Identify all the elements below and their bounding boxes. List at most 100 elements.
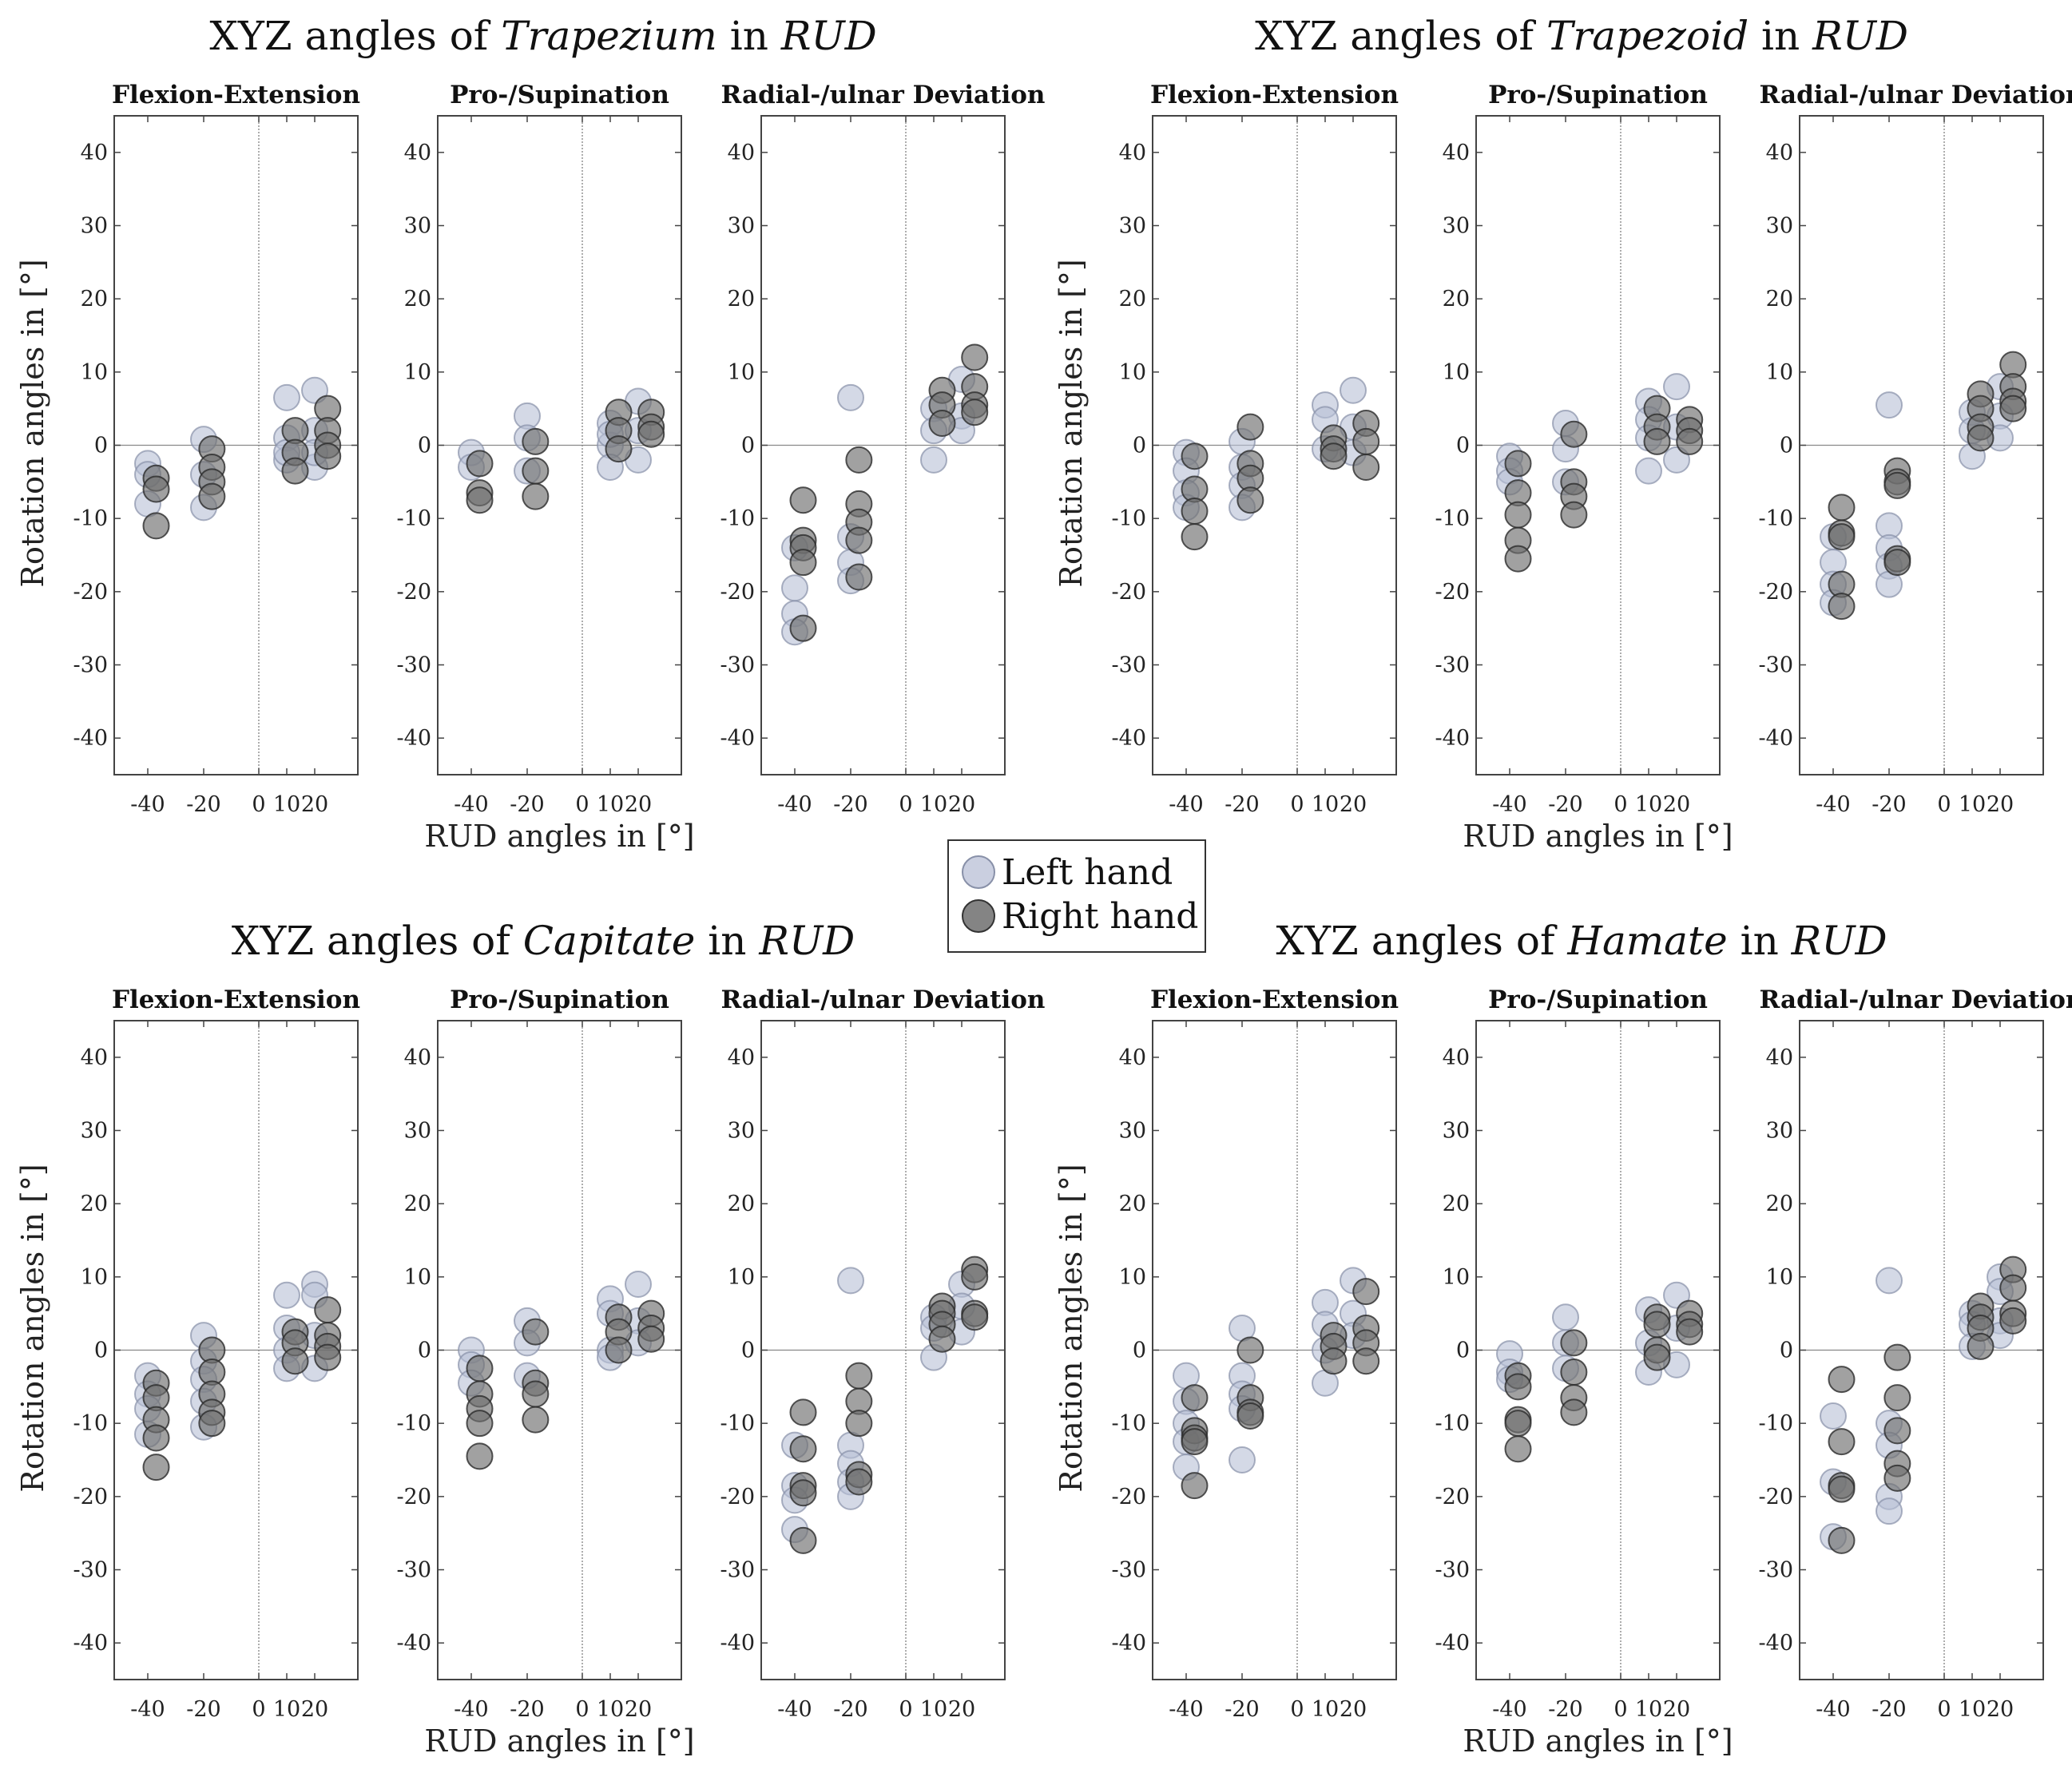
- x-tick-label: -40: [1816, 1697, 1850, 1722]
- x-tick-label: -40: [1169, 1697, 1203, 1722]
- y-tick-label: -20: [720, 1485, 755, 1509]
- x-tick-label: 20: [1340, 792, 1367, 817]
- y-tick-label: 30: [404, 1119, 431, 1144]
- right-hand-point: [1181, 1472, 1209, 1500]
- y-tick-label: -10: [1759, 506, 1793, 531]
- y-tick-label: 10: [404, 1265, 431, 1290]
- y-tick-label: -10: [720, 506, 755, 531]
- chart-title-trapezoid: XYZ angles of Trapezoid in RUD: [1255, 13, 1908, 59]
- right-hand-point: [1560, 501, 1588, 529]
- right-hand-point: [605, 435, 633, 463]
- y-tick-label: 10: [1119, 1265, 1146, 1290]
- left-hand-point: [1663, 1281, 1690, 1309]
- y-tick-label: -30: [720, 1558, 755, 1583]
- y-tick-label: 0: [1456, 434, 1470, 458]
- y-tick-label: -30: [1435, 1558, 1470, 1583]
- chart-groups: XYZ angles of Trapezium in RUD Rotation a…: [15, 13, 2072, 1759]
- x-tick-label: 0: [899, 792, 912, 817]
- right-hand-point: [466, 1355, 494, 1382]
- right-hand-point: [142, 1424, 170, 1452]
- right-hand-point: [281, 1347, 309, 1375]
- right-hand-point: [845, 1468, 873, 1496]
- x-tick-label: 0: [1290, 1697, 1304, 1722]
- y-tick-label: 30: [1443, 1119, 1470, 1144]
- panel-title: Flexion-Extension: [1150, 986, 1399, 1014]
- chart-capitate: XYZ angles of Capitate in RUD Rotation an…: [15, 918, 1045, 1759]
- y-tick-label: 10: [728, 1265, 755, 1290]
- y-tick-label: -30: [1112, 1558, 1146, 1583]
- right-hand-point: [1883, 1464, 1911, 1492]
- panel-trapezoid-flexion-extension: Flexion-Extension403020100-10-20-30-40-4…: [1112, 81, 1399, 817]
- panel-title: Radial-/ulnar Deviation: [1760, 81, 2072, 109]
- right-hand-point: [789, 614, 817, 642]
- right-hand-point: [1181, 442, 1209, 470]
- right-hand-point: [1236, 1402, 1264, 1430]
- panel-trapezium-pro-supination: Pro-/Supination403020100-10-20-30-40-40-…: [397, 81, 682, 817]
- right-hand-point: [1828, 494, 1856, 522]
- panel-trapezium-radial-ulnar-deviation: Radial-/ulnar Deviation403020100-10-20-3…: [720, 81, 1046, 817]
- y-tick-label: 20: [1119, 1192, 1146, 1216]
- y-tick-label: 10: [404, 360, 431, 385]
- y-tick-label: -40: [73, 1631, 108, 1656]
- y-tick-label: 40: [1766, 1045, 1793, 1070]
- right-hand-point: [1828, 1475, 1856, 1503]
- y-tick-label: 40: [1443, 1045, 1470, 1070]
- x-axis-label: RUD angles in [°]: [424, 1723, 694, 1759]
- x-tick-label: 10: [1635, 792, 1662, 817]
- y-tick-label: -20: [720, 580, 755, 605]
- right-hand-point: [1181, 1384, 1209, 1412]
- right-hand-point: [1999, 395, 2027, 422]
- legend-left-marker: [962, 855, 995, 889]
- right-hand-point: [1828, 593, 1856, 621]
- y-tick-label: -40: [1112, 726, 1146, 751]
- y-tick-label: -40: [397, 726, 431, 751]
- right-hand-point: [522, 1406, 550, 1434]
- x-tick-label: 0: [1937, 792, 1951, 817]
- right-hand-point: [961, 1303, 989, 1331]
- x-tick-label: -20: [1225, 1697, 1259, 1722]
- x-tick-label: -20: [1872, 1697, 1906, 1722]
- panel-title: Pro-/Supination: [1488, 81, 1708, 109]
- panel-hamate-pro-supination: Pro-/Supination403020100-10-20-30-40-40-…: [1435, 986, 1721, 1722]
- x-tick-label: 10: [1312, 1697, 1339, 1722]
- y-tick-label: -30: [1759, 1558, 1793, 1583]
- x-tick-label: 10: [1959, 792, 1986, 817]
- y-tick-label: -40: [1435, 1631, 1470, 1656]
- right-hand-point: [789, 1398, 817, 1426]
- panel-title: Flexion-Extension: [1150, 81, 1399, 109]
- y-tick-label: -10: [720, 1411, 755, 1436]
- right-hand-point: [928, 1325, 956, 1353]
- x-tick-label: 0: [1290, 792, 1304, 817]
- y-tick-label: -30: [1759, 653, 1793, 678]
- right-hand-point: [1999, 1307, 2027, 1335]
- y-tick-label: 20: [1119, 287, 1146, 311]
- panel-title: Pro-/Supination: [450, 81, 669, 109]
- right-hand-point: [961, 1263, 989, 1291]
- y-tick-label: -40: [1435, 726, 1470, 751]
- right-hand-point: [198, 1410, 226, 1438]
- right-hand-point: [1828, 1526, 1856, 1554]
- left-hand-point: [1820, 1402, 1847, 1430]
- chart-title-hamate: XYZ angles of Hamate in RUD: [1276, 918, 1887, 964]
- left-hand-point: [625, 1271, 652, 1298]
- left-hand-point: [301, 376, 328, 404]
- right-hand-point: [1504, 545, 1532, 573]
- y-tick-label: 40: [404, 1045, 431, 1070]
- y-tick-label: -10: [1112, 1411, 1146, 1436]
- y-tick-label: 30: [728, 214, 755, 239]
- right-hand-point: [1560, 1329, 1588, 1357]
- y-axis-label: Rotation angles in [°]: [15, 1164, 50, 1492]
- right-hand-point: [1999, 1274, 2027, 1302]
- legend: Left hand Right hand: [947, 839, 1206, 953]
- right-hand-point: [637, 1325, 665, 1353]
- y-tick-label: 10: [1766, 360, 1793, 385]
- left-hand-point: [1663, 373, 1690, 401]
- panel-trapezoid-pro-supination: Pro-/Supination403020100-10-20-30-40-40-…: [1435, 81, 1721, 817]
- right-hand-point: [1676, 427, 1704, 455]
- x-tick-label: 0: [575, 1697, 589, 1722]
- x-tick-label: 20: [1987, 1697, 2014, 1722]
- right-hand-point: [1883, 1384, 1911, 1412]
- y-tick-label: 10: [1443, 360, 1470, 385]
- y-tick-label: -20: [397, 1485, 431, 1509]
- left-hand-point: [781, 574, 808, 602]
